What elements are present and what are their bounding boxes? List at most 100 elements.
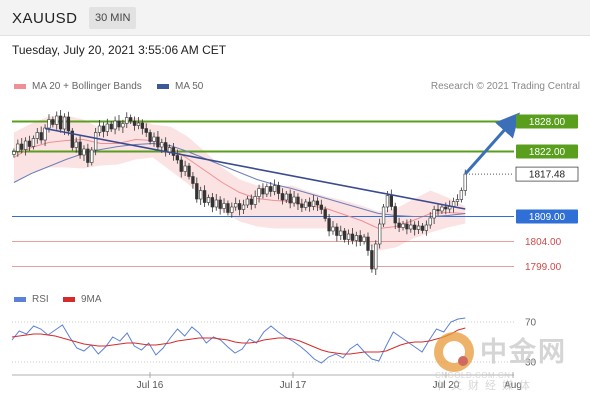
- candle-body: [245, 198, 250, 206]
- candle-body: [148, 132, 152, 142]
- candle-body: [280, 193, 285, 201]
- candle-body: [117, 120, 121, 128]
- support-label: 1804.00: [525, 237, 562, 248]
- candle-body: [253, 196, 257, 205]
- candle-body: [405, 223, 409, 230]
- candle-body: [389, 195, 393, 207]
- candle-body: [416, 225, 421, 230]
- ma9-legend-label: 9MA: [81, 294, 102, 305]
- resistance-box: [516, 114, 578, 129]
- candle-body: [315, 200, 320, 206]
- candle-body: [31, 138, 36, 147]
- candle-body: [140, 122, 144, 129]
- candle-body: [331, 226, 335, 232]
- candle-body: [455, 199, 460, 202]
- top-bar: XAUUSD 30 MIN: [0, 0, 590, 36]
- candle-body: [51, 119, 55, 125]
- candle-body: [440, 206, 444, 212]
- legend-ma50: MA 50: [157, 81, 203, 92]
- candle-body: [366, 236, 370, 251]
- candle-body: [335, 226, 339, 236]
- candle-body: [401, 223, 405, 228]
- candle-body: [459, 190, 464, 200]
- watermark-title: 中金网: [480, 337, 567, 368]
- ma9-swatch: [63, 297, 75, 302]
- candle-body: [323, 209, 327, 219]
- candle-body: [125, 117, 129, 124]
- candle-body: [237, 203, 242, 210]
- candle-body: [362, 236, 366, 242]
- candle-body: [97, 125, 102, 133]
- candle-body: [436, 209, 440, 212]
- watermark-subtitle: 中文财经媒体: [434, 379, 536, 392]
- cngold-logo-icon: [434, 332, 474, 372]
- candle-body: [327, 218, 331, 232]
- candle-body: [187, 165, 191, 177]
- candle-body: [413, 224, 417, 230]
- credit-label: Research © 2021 Trading Central: [430, 81, 580, 92]
- candle-body: [82, 148, 86, 156]
- rsi-ma-line: [11, 327, 466, 355]
- candle-body: [152, 136, 156, 142]
- candle-body: [62, 116, 67, 130]
- candle-body: [156, 136, 160, 148]
- candle-body: [160, 142, 164, 148]
- x-tick-label: Jul 17: [280, 380, 307, 391]
- candle-body: [339, 230, 343, 236]
- candle-body: [342, 230, 347, 240]
- candle-body: [144, 128, 148, 133]
- candle-body: [195, 183, 199, 200]
- resistance-label: 1828.00: [529, 117, 566, 128]
- candle-body: [272, 185, 277, 192]
- candle-body: [370, 250, 374, 270]
- candle-body: [47, 119, 51, 129]
- candle-body: [55, 115, 59, 125]
- candle-body: [109, 123, 113, 130]
- projection-arrow: [464, 112, 520, 175]
- timeframe-button[interactable]: 30 MIN: [89, 7, 137, 29]
- candle-body: [70, 130, 74, 148]
- candle-body: [93, 132, 98, 151]
- candle-body: [319, 204, 323, 210]
- candle-body: [463, 173, 467, 191]
- candle-body: [12, 151, 16, 155]
- candle-body: [35, 132, 39, 139]
- candle-body: [222, 203, 226, 209]
- candle-body: [58, 115, 63, 130]
- candle-body: [132, 120, 137, 126]
- rsi-legend-label: RSI: [32, 294, 49, 305]
- candle-body: [179, 159, 183, 172]
- watermark-url: CNGOLD.COM.CN: [435, 371, 511, 380]
- candle-body: [202, 190, 207, 203]
- candle-body: [39, 132, 43, 141]
- candle-body: [300, 203, 304, 208]
- candle-body: [113, 120, 117, 130]
- candle-body: [66, 116, 71, 132]
- candle-body: [358, 235, 362, 242]
- candle-body: [210, 197, 215, 208]
- candle-body: [241, 204, 246, 210]
- candle-body: [105, 123, 109, 132]
- candle-body: [183, 165, 187, 172]
- candle-body: [206, 197, 211, 203]
- candle-body: [226, 203, 230, 213]
- candle-body: [444, 206, 448, 210]
- candle-body: [23, 140, 28, 150]
- symbol-label: XAUUSD: [12, 10, 78, 27]
- ma20-legend-label: MA 20 + Bollinger Bands: [32, 81, 142, 92]
- candle-body: [381, 206, 386, 225]
- candle-body: [346, 233, 351, 240]
- candle-body: [304, 201, 308, 208]
- candle-body: [43, 127, 47, 141]
- candle-body: [16, 143, 20, 152]
- x-tick-label: Jul 16: [137, 380, 164, 391]
- support-label: 1799.00: [525, 262, 562, 273]
- candle-body: [420, 225, 425, 231]
- ma20-line: [13, 138, 466, 230]
- datetime-label: Tuesday, July 20, 2021 3:55:06 AM CET: [12, 43, 227, 57]
- candle-body: [261, 188, 265, 195]
- candle-body: [424, 224, 429, 231]
- ma20-swatch: [14, 84, 26, 89]
- candle-body: [378, 223, 382, 245]
